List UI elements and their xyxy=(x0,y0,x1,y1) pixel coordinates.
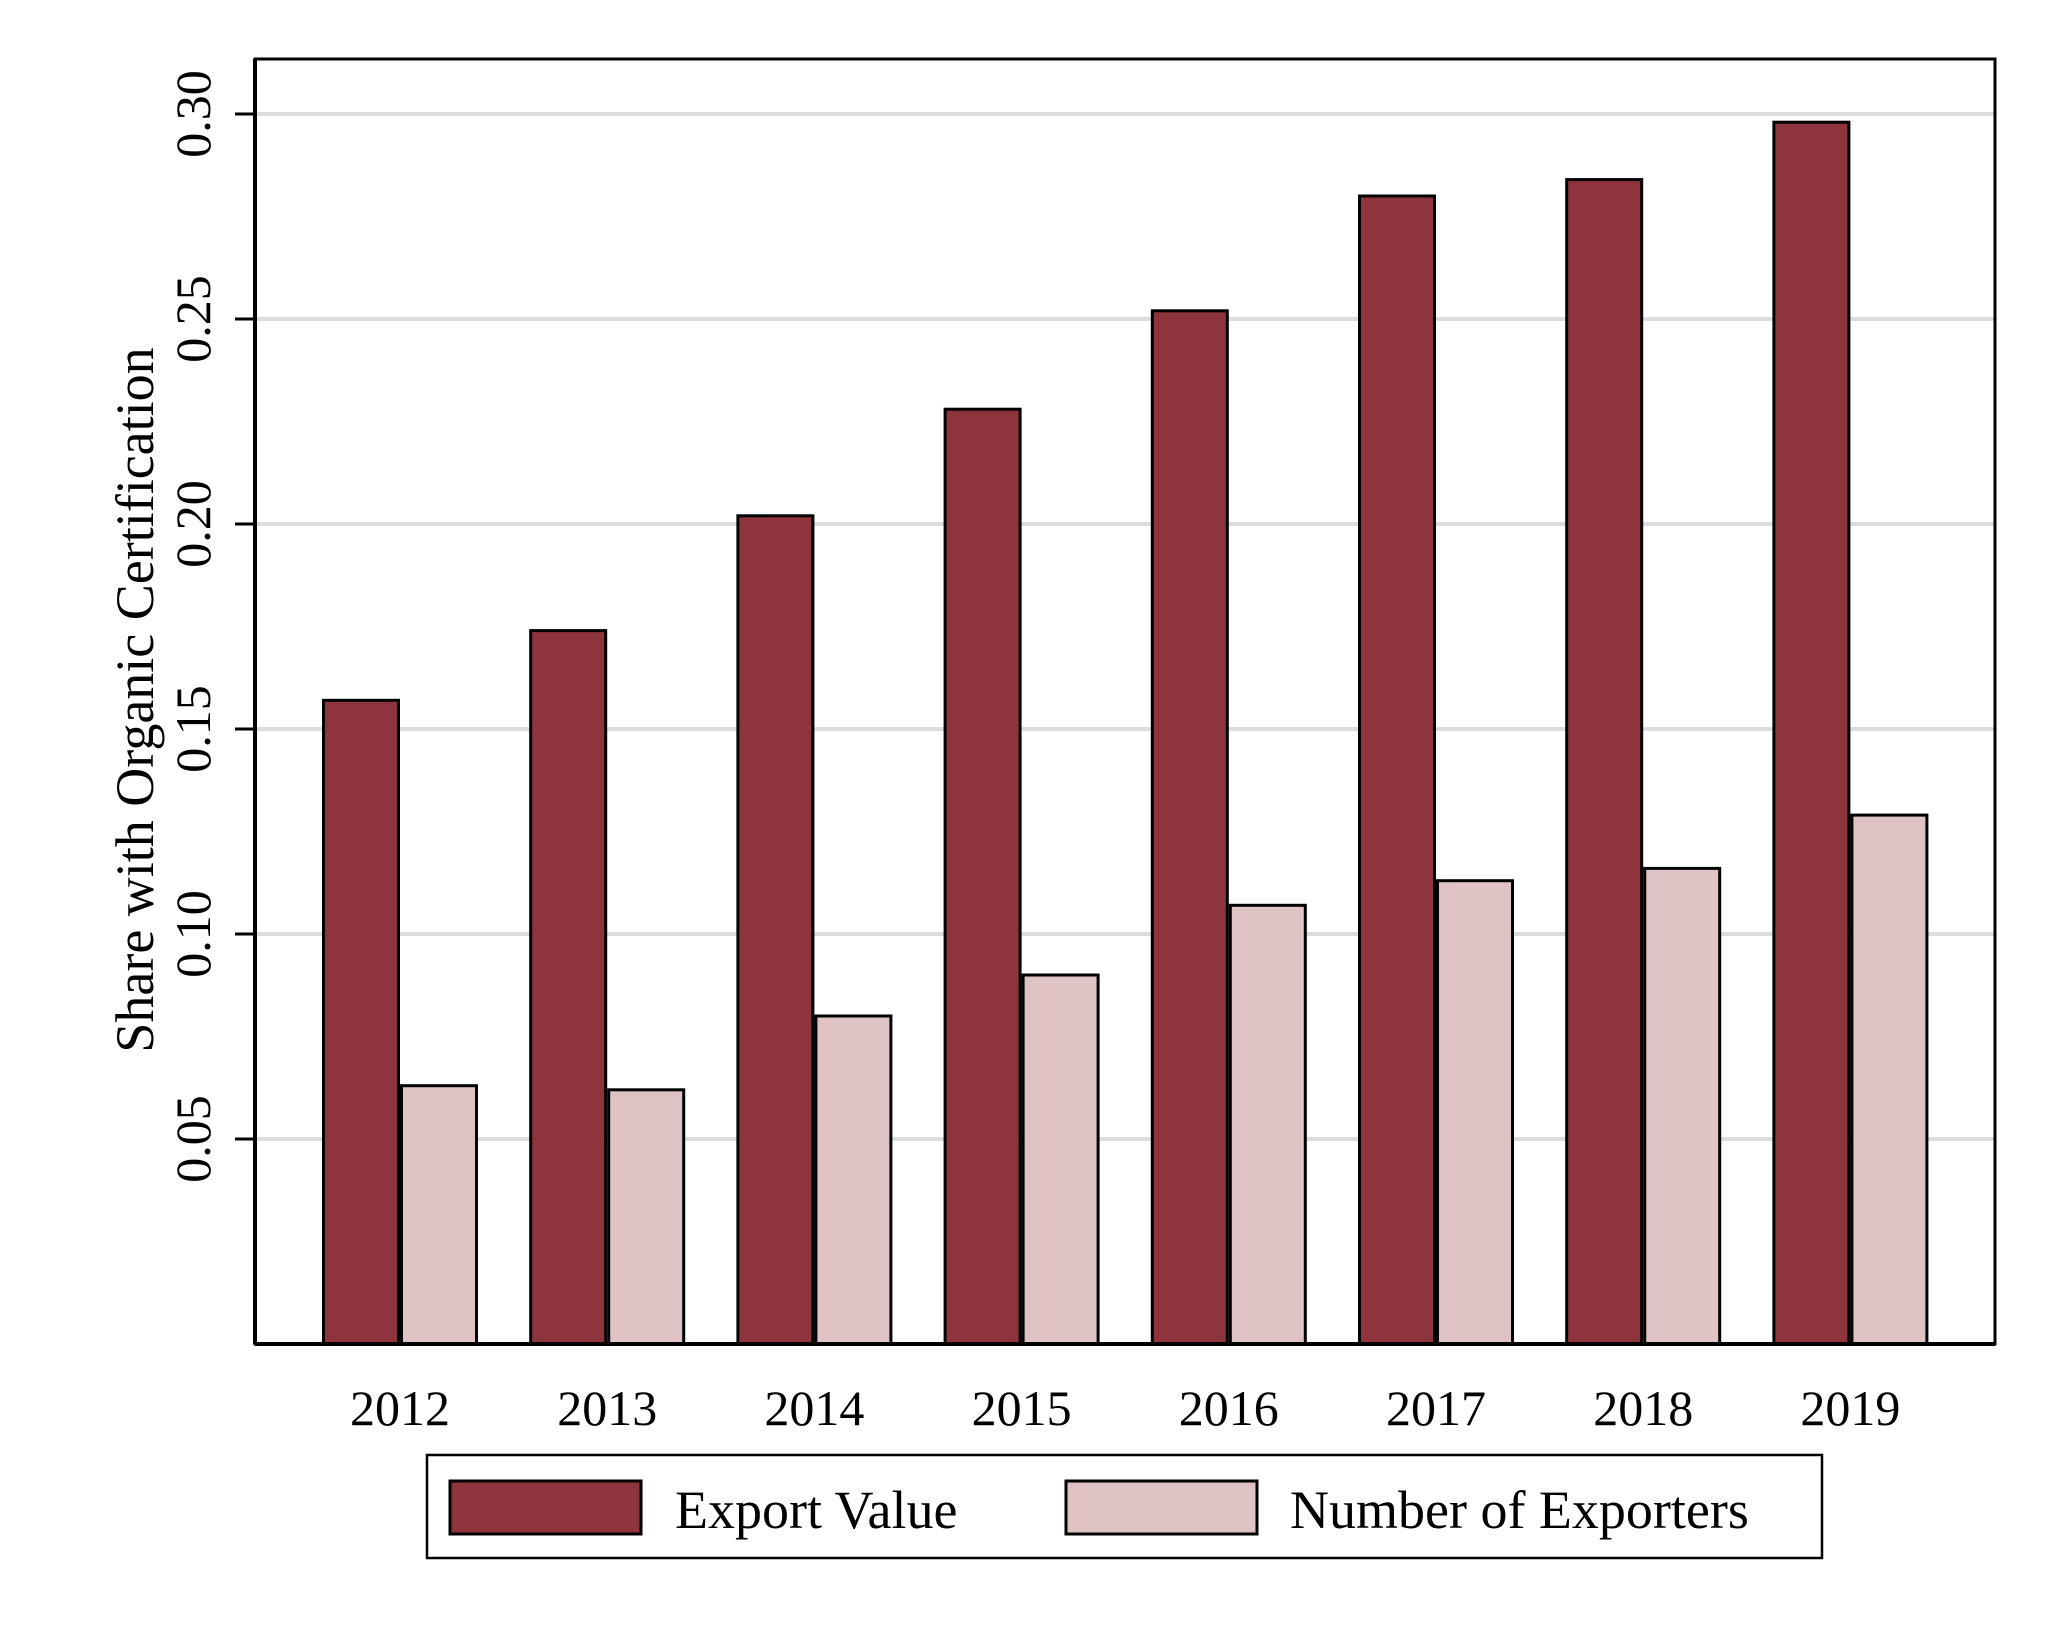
y-tick-label: 0.10 xyxy=(165,890,221,978)
bar-export-value-2016 xyxy=(1150,309,1229,1346)
x-tick-label: 2013 xyxy=(557,1380,657,1436)
bar-number-of-exporters-2014 xyxy=(814,1014,893,1346)
bars xyxy=(322,120,1929,1346)
x-tick-label: 2019 xyxy=(1800,1380,1900,1436)
bar-number-of-exporters-2013 xyxy=(607,1088,686,1346)
bar-number-of-exporters-2018 xyxy=(1643,866,1722,1346)
legend-label-export-value: Export Value xyxy=(675,1480,957,1540)
y-tick-label: 0.20 xyxy=(165,480,221,568)
bar-export-value-2019 xyxy=(1772,120,1851,1346)
y-ticks: 0.05 0.10 0.15 0.20 0.25 0.30 xyxy=(165,70,255,1183)
bar-export-value-2018 xyxy=(1565,178,1644,1346)
x-tick-label: 2014 xyxy=(764,1380,864,1436)
x-ticks: 2012 2013 2014 2015 2016 2017 2018 2019 xyxy=(350,1380,1900,1436)
legend-swatch-number-of-exporters xyxy=(1064,1479,1259,1536)
bar-number-of-exporters-2017 xyxy=(1436,879,1514,1346)
bar-export-value-2013 xyxy=(529,629,608,1346)
y-tick-label: 0.30 xyxy=(165,70,221,158)
bar-export-value-2015 xyxy=(943,407,1022,1346)
bar-number-of-exporters-2016 xyxy=(1228,903,1307,1346)
y-tick-label: 0.05 xyxy=(165,1095,221,1183)
bar-export-value-2014 xyxy=(736,514,815,1346)
bar-export-value-2012 xyxy=(322,698,400,1346)
legend-label-number-of-exporters: Number of Exporters xyxy=(1290,1480,1749,1540)
bar-number-of-exporters-2019 xyxy=(1850,813,1929,1346)
y-tick-label: 0.15 xyxy=(165,685,221,773)
bar-number-of-exporters-2012 xyxy=(400,1084,478,1346)
legend-box xyxy=(425,1453,1824,1560)
x-tick-label: 2012 xyxy=(350,1380,450,1436)
bar-export-value-2017 xyxy=(1358,194,1436,1346)
x-tick-label: 2016 xyxy=(1179,1380,1279,1436)
y-axis-title: Share with Organic Certification xyxy=(105,347,165,1052)
y-tick-label: 0.25 xyxy=(165,275,221,363)
legend-swatch-export-value xyxy=(448,1479,643,1536)
legend: Export Value Number of Exporters xyxy=(425,1453,1824,1560)
x-tick-label: 2018 xyxy=(1593,1380,1693,1436)
bar-number-of-exporters-2015 xyxy=(1021,973,1100,1346)
x-tick-label: 2015 xyxy=(972,1380,1072,1436)
x-tick-label: 2017 xyxy=(1386,1380,1486,1436)
